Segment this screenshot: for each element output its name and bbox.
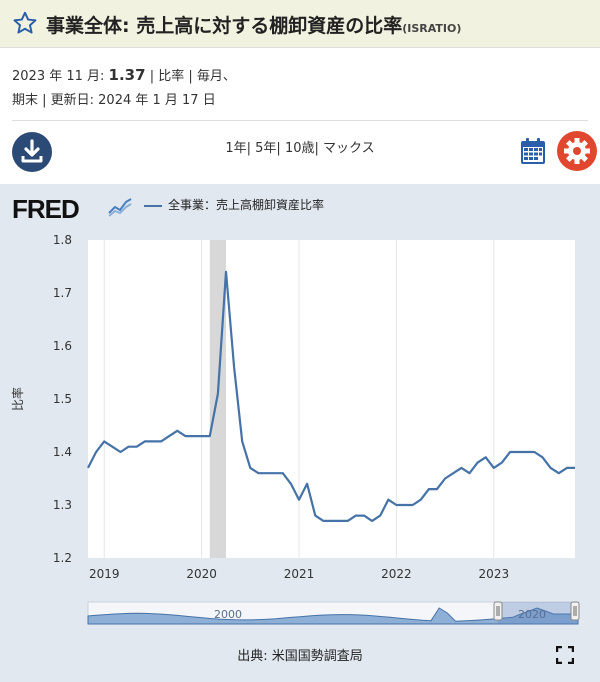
y-tick-label: 1.3 xyxy=(53,498,72,512)
divider xyxy=(12,120,588,121)
range-10y[interactable]: 10歳 xyxy=(284,141,315,156)
range-max[interactable]: マックス xyxy=(323,141,375,156)
x-tick-label: 2023 xyxy=(479,567,510,581)
source-note: 出典: 米国国勢調査局 xyxy=(237,649,363,664)
range-sep: | xyxy=(314,141,319,156)
plot-background xyxy=(88,240,575,558)
range-selector: 1年| 5年| 10歳| マックス xyxy=(0,137,600,156)
y-tick-label: 1.2 xyxy=(53,551,72,565)
y-tick-label: 1.7 xyxy=(53,286,72,300)
legend-label: 全事業：売上高棚卸資産比率 xyxy=(168,198,325,212)
line-chart: 1.2 1.3 1.4 1.5 1.6 1.7 1.8 2019 2020 2021 2022 20… xyxy=(10,233,580,625)
header-bar: 事業全体: 売上高に対する棚卸資産の比率(ISRATIO) xyxy=(0,0,600,48)
navigator[interactable]: 2000 2020 xyxy=(87,601,580,625)
x-tick-label: 2019 xyxy=(89,567,120,581)
navigator-area xyxy=(87,607,579,625)
range-1y[interactable]: 1年 xyxy=(225,141,247,156)
y-tick-label: 1.5 xyxy=(53,392,72,406)
download-icon xyxy=(21,139,43,163)
range-sep: | xyxy=(276,141,281,156)
x-tick-label: 2020 xyxy=(186,567,217,581)
navigator-handle xyxy=(493,601,503,621)
series-line xyxy=(87,270,575,522)
download-button[interactable] xyxy=(12,132,52,172)
fred-logo: FRED xyxy=(12,194,80,224)
legend-swatch xyxy=(144,204,162,207)
y-tick-label: 1.8 xyxy=(53,233,72,247)
page-title: 事業全体: 売上高に対する棚卸資産の比率(ISRATIO) xyxy=(46,11,461,38)
series-code: (ISRATIO) xyxy=(402,22,462,35)
fred-chart-icon xyxy=(107,195,133,219)
navigator-label: 2000 xyxy=(214,608,242,621)
star-icon[interactable] xyxy=(12,10,38,36)
series-title: 事業全体: 売上高に対する棚卸資産の比率 xyxy=(46,15,403,37)
settings-button[interactable] xyxy=(557,131,597,171)
y-tick-label: 1.6 xyxy=(53,339,72,353)
x-tick-label: 2021 xyxy=(284,567,315,581)
navigator-label: 2020 xyxy=(518,608,546,621)
meta-line-1: 2023 年 11 月: 1.37 | 比率 | 毎月、 xyxy=(12,63,572,89)
latest-value: 1.37 xyxy=(108,66,146,84)
gear-icon xyxy=(564,138,590,164)
navigator-handle xyxy=(570,601,580,621)
range-5y[interactable]: 5年 xyxy=(255,141,277,156)
chart-legend: 全事業：売上高棚卸資産比率 xyxy=(144,196,324,213)
y-tick-label: 1.4 xyxy=(53,445,72,459)
expand-icon[interactable] xyxy=(556,646,574,664)
meta-units: | 比率 | 毎月、 xyxy=(149,69,236,84)
meta-date: 2023 年 11 月: xyxy=(12,69,105,84)
meta-line-2: 期末 | 更新日: 2024 年 1 月 17 日 xyxy=(12,93,216,108)
calendar-icon[interactable] xyxy=(520,137,546,165)
y-axis-label: 比率 xyxy=(10,387,25,411)
range-sep: | xyxy=(246,141,251,156)
series-meta: 2023 年 11 月: 1.37 | 比率 | 毎月、 期末 | 更新日: 2… xyxy=(12,63,572,113)
navigator-selection xyxy=(498,602,578,624)
x-tick-label: 2022 xyxy=(381,567,412,581)
